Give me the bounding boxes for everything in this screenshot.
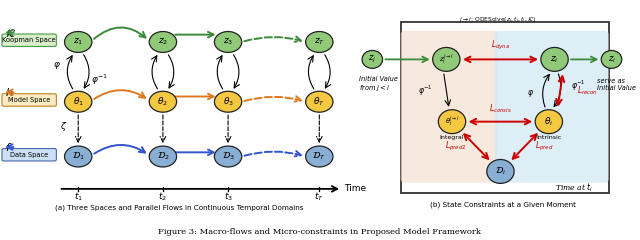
Text: Time: Time [344,184,366,193]
Text: $f$: $f$ [5,141,12,153]
Text: Koopman Space: Koopman Space [3,37,56,43]
Text: $z_2$: $z_2$ [158,37,168,47]
Text: $\varphi$: $\varphi$ [527,88,534,98]
Text: Initial Value
from $j < i$: Initial Value from $j < i$ [360,76,399,93]
Circle shape [541,48,568,71]
Text: Data Space: Data Space [10,152,48,158]
Circle shape [535,110,563,134]
Circle shape [149,91,177,112]
Text: $t_2$: $t_2$ [159,190,168,203]
Text: $\mathcal{D}_2$: $\mathcal{D}_2$ [157,151,169,162]
Text: $\varphi$: $\varphi$ [53,60,61,71]
Text: $L_{consis}$: $L_{consis}$ [489,103,512,115]
FancyBboxPatch shape [401,22,609,193]
Text: $\mathcal{K}$: $\mathcal{K}$ [5,26,15,38]
Circle shape [65,91,92,112]
Text: Time at $t_i$: Time at $t_i$ [556,181,593,194]
Circle shape [65,31,92,52]
Text: $\mathcal{D}_3$: $\mathcal{D}_3$ [221,151,234,162]
Text: (b) State Constraints at a Given Moment: (b) State Constraints at a Given Moment [430,202,576,208]
Text: $\varphi^{-1}$: $\varphi^{-1}$ [91,72,108,86]
Text: $t_3$: $t_3$ [223,190,232,203]
Text: $j\to i$: ODESolve$(z_j,t_j,t_i,\mathcal{K})$: $j\to i$: ODESolve$(z_j,t_j,t_i,\mathcal… [459,16,536,26]
Text: Figure 3: Macro-flows and Micro-constraints in Proposed Model Framework: Figure 3: Macro-flows and Micro-constrai… [159,228,481,236]
Text: $\mathcal{D}_1$: $\mathcal{D}_1$ [72,151,84,162]
Text: Intrinsic: Intrinsic [536,135,561,140]
Circle shape [214,146,242,167]
Circle shape [438,110,466,134]
Circle shape [214,91,242,112]
Circle shape [601,50,622,68]
Text: $\theta_2$: $\theta_2$ [157,96,168,108]
Text: $h$: $h$ [5,86,13,98]
Text: Integral: Integral [440,135,464,140]
Text: $t_T$: $t_T$ [314,190,324,203]
Circle shape [487,160,514,183]
Text: $\theta_i$: $\theta_i$ [544,115,554,128]
Text: $z_i$: $z_i$ [550,54,559,65]
Circle shape [362,50,383,68]
Text: $\theta_i^{j\to i}$: $\theta_i^{j\to i}$ [445,115,460,128]
Text: $L_{pred2}$: $L_{pred2}$ [445,140,467,153]
Text: $z_i^{j\to i}$: $z_i^{j\to i}$ [439,53,454,66]
Text: $\varphi^{-1}$: $\varphi^{-1}$ [417,83,433,98]
Circle shape [149,146,177,167]
Text: $\theta_3$: $\theta_3$ [223,96,234,108]
Text: $\mathcal{D}_T$: $\mathcal{D}_T$ [312,151,326,162]
Text: $\varphi^{-1}$: $\varphi^{-1}$ [572,78,586,93]
Text: $\theta_1$: $\theta_1$ [73,96,84,108]
Text: $t_1$: $t_1$ [74,190,83,203]
Text: $\zeta$: $\zeta$ [60,120,67,133]
Text: $\mathcal{D}_i$: $\mathcal{D}_i$ [495,166,506,177]
FancyBboxPatch shape [495,31,609,183]
FancyBboxPatch shape [2,94,56,106]
Text: $z_i$: $z_i$ [607,54,616,65]
Text: $z_3$: $z_3$ [223,37,233,47]
Circle shape [149,31,177,52]
Circle shape [306,146,333,167]
Text: $L_{recon}$: $L_{recon}$ [577,84,598,97]
Text: serve as
Initial Value: serve as Initial Value [597,78,636,91]
FancyBboxPatch shape [2,149,56,161]
Text: $\theta_T$: $\theta_T$ [314,96,325,108]
Circle shape [306,31,333,52]
FancyBboxPatch shape [2,34,56,47]
Text: $L_{dyna}$: $L_{dyna}$ [491,39,510,52]
Text: Model Space: Model Space [8,97,51,103]
Text: (a) Three Spaces and Parallel Flows in Continuous Temporal Domains: (a) Three Spaces and Parallel Flows in C… [55,204,303,211]
Text: $z_T$: $z_T$ [314,37,325,47]
FancyBboxPatch shape [401,31,498,183]
Text: $z_j$: $z_j$ [368,54,376,65]
Circle shape [433,48,460,71]
Circle shape [306,91,333,112]
Circle shape [214,31,242,52]
Text: $L_{pred}$: $L_{pred}$ [534,140,553,153]
Text: $z_1$: $z_1$ [73,37,83,47]
Circle shape [65,146,92,167]
